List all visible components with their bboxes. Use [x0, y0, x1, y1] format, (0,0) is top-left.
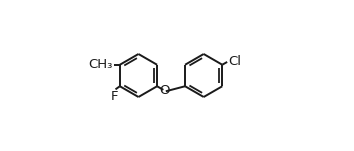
Text: F: F [111, 90, 118, 103]
Text: O: O [159, 84, 170, 97]
Text: CH₃: CH₃ [88, 58, 113, 71]
Text: Cl: Cl [228, 55, 241, 68]
